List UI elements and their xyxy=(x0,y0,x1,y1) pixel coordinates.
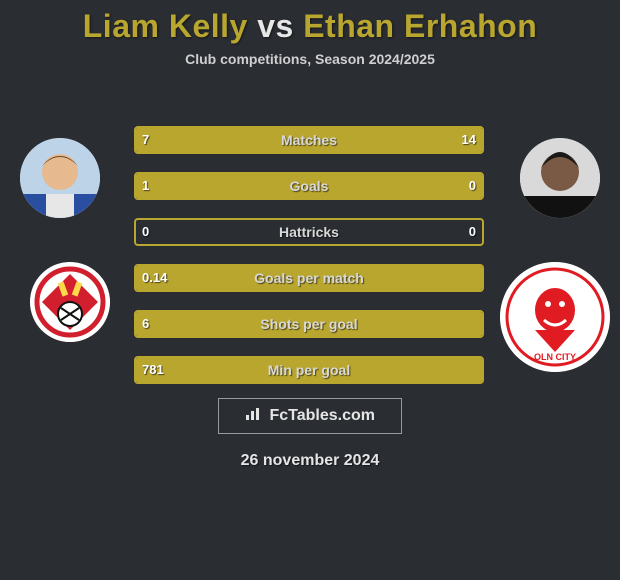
brand-logo-icon xyxy=(245,407,265,424)
stat-value-left: 0 xyxy=(142,220,149,244)
subtitle: Club competitions, Season 2024/2025 xyxy=(0,51,620,67)
stat-fill-right xyxy=(250,128,482,152)
player2-avatar xyxy=(520,138,600,218)
stat-row: 714Matches xyxy=(134,126,484,154)
svg-text:OLN CITY: OLN CITY xyxy=(534,352,576,362)
player1-club-badge xyxy=(30,262,110,342)
player1-name: Liam Kelly xyxy=(83,8,248,44)
versus-text: vs xyxy=(257,8,294,44)
player2-name: Ethan Erhahon xyxy=(303,8,537,44)
stat-value-right: 0 xyxy=(469,220,476,244)
stat-row: 0.14Goals per match xyxy=(134,264,484,292)
stat-row: 10Goals xyxy=(134,172,484,200)
player2-club-badge: OLN CITY xyxy=(500,262,610,372)
stat-fill-left xyxy=(136,128,250,152)
stat-row: 781Min per goal xyxy=(134,356,484,384)
stat-row: 0 0Hattricks xyxy=(134,218,484,246)
avatar-placeholder-icon xyxy=(20,138,100,218)
club-badge-icon xyxy=(30,262,110,342)
stat-fill-left xyxy=(136,174,482,198)
comparison-card: Liam Kelly vs Ethan Erhahon Club competi… xyxy=(0,0,620,580)
avatar-placeholder-icon xyxy=(520,138,600,218)
club-badge-icon: OLN CITY xyxy=(500,262,610,372)
date-text: 26 november 2024 xyxy=(0,452,620,470)
brand-name: FcTables.com xyxy=(269,407,375,424)
stat-fill-left xyxy=(136,266,482,290)
page-title: Liam Kelly vs Ethan Erhahon xyxy=(0,0,620,45)
player1-avatar xyxy=(20,138,100,218)
comparison-bars: 714Matches 10Goals 0 0Hattricks 0.14Goals pe… xyxy=(134,126,484,402)
stat-label: Hattricks xyxy=(136,220,482,244)
stat-fill-left xyxy=(136,358,482,382)
brand-footer: FcTables.com xyxy=(218,398,402,434)
stat-fill-left xyxy=(136,312,482,336)
stat-row: 6Shots per goal xyxy=(134,310,484,338)
